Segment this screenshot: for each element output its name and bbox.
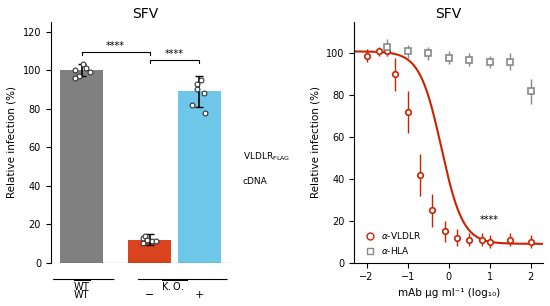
- Title: SFV: SFV: [132, 7, 158, 21]
- Text: $\overline{\mathrm{K.O.}}$: $\overline{\mathrm{K.O.}}$: [162, 278, 188, 293]
- Bar: [60, 70, 103, 263]
- Point: [201, 110, 210, 115]
- Point: [140, 233, 149, 238]
- Point: [188, 103, 196, 107]
- Text: ****: ****: [480, 215, 499, 225]
- Point: [139, 235, 147, 240]
- Title: SFV: SFV: [436, 7, 462, 21]
- Point: [75, 73, 84, 78]
- Point: [138, 241, 147, 246]
- Text: cDNA: cDNA: [243, 177, 267, 186]
- Text: $\overline{\mathrm{WT}}$: $\overline{\mathrm{WT}}$: [73, 278, 90, 293]
- Point: [142, 237, 151, 242]
- Point: [147, 239, 156, 244]
- Text: ****: ****: [106, 41, 125, 51]
- Point: [71, 76, 80, 80]
- Point: [199, 91, 208, 96]
- Bar: [178, 91, 221, 263]
- Point: [79, 62, 88, 67]
- Point: [192, 87, 201, 92]
- Y-axis label: Relative infection (%): Relative infection (%): [7, 86, 17, 198]
- Text: +: +: [195, 289, 204, 300]
- Text: VLDLR$_{\mathrm{FLAG}}$: VLDLR$_{\mathrm{FLAG}}$: [243, 151, 290, 163]
- Point: [71, 68, 80, 73]
- Text: WT: WT: [74, 289, 90, 300]
- Bar: [128, 240, 172, 263]
- Point: [152, 239, 161, 244]
- X-axis label: mAb μg ml⁻¹ (log₁₀): mAb μg ml⁻¹ (log₁₀): [398, 288, 500, 298]
- Text: −: −: [145, 289, 155, 300]
- Y-axis label: Relative infection (%): Relative infection (%): [311, 86, 321, 198]
- Point: [81, 66, 90, 71]
- Text: ****: ****: [165, 49, 184, 59]
- Legend: $\alpha$-VLDLR, $\alpha$-HLA: $\alpha$-VLDLR, $\alpha$-HLA: [359, 228, 424, 258]
- Point: [197, 77, 206, 82]
- Point: [86, 70, 95, 75]
- Point: [192, 81, 201, 86]
